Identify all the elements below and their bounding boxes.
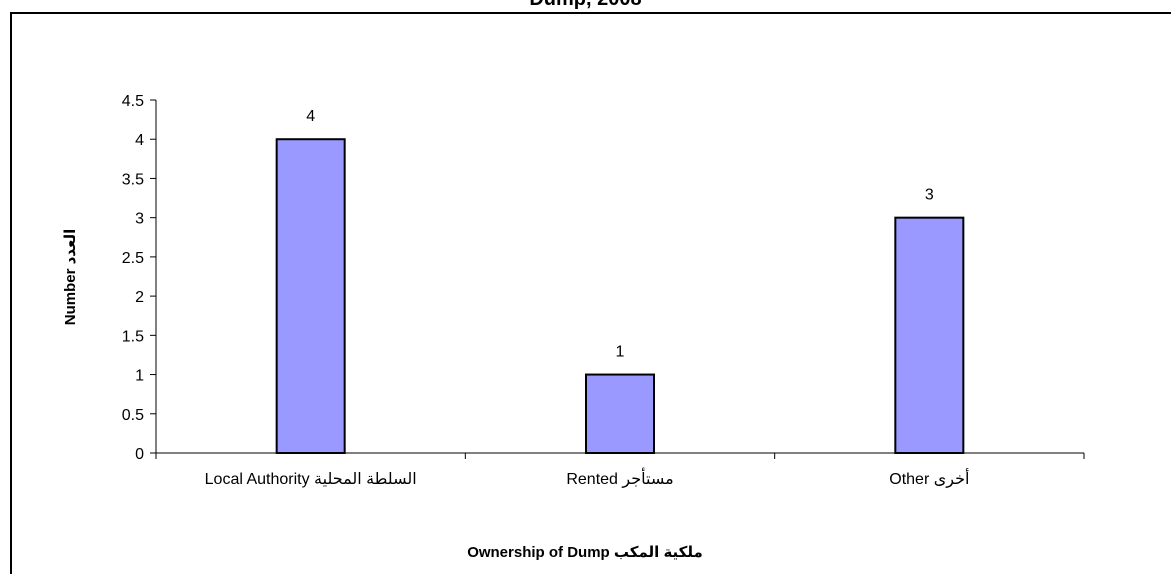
- chart-title: Dump, 2008: [0, 0, 1171, 11]
- y-tick-label: 0: [135, 446, 144, 463]
- bar: [894, 216, 965, 454]
- y-tick-label: 1.5: [122, 328, 144, 345]
- y-axis-title: Number العدد: [62, 229, 79, 325]
- y-tick-label: 2.5: [122, 250, 144, 267]
- x-category-label: Other أخرى: [889, 468, 969, 489]
- x-axis-title: Ownership of Dump ملكية المكب: [467, 544, 703, 561]
- bar-series: [275, 138, 965, 454]
- bar: [585, 373, 655, 454]
- chart-frame: [10, 12, 1171, 574]
- chart-labels: 0 0.5 1 1.5 2 2.5 3 3.5 4 4.5 4 Local Authority الس…: [122, 93, 970, 489]
- bar-value-label: 4: [306, 108, 315, 125]
- y-tick-label: 4: [135, 132, 144, 149]
- bar-value-label: 1: [616, 344, 625, 361]
- bar: [275, 138, 346, 454]
- y-tick-label: 3.5: [122, 171, 144, 188]
- y-tick-label: 1: [135, 368, 144, 385]
- y-tick-label: 2: [135, 289, 144, 306]
- y-tick-label: 4.5: [122, 93, 144, 110]
- bar-value-label: 3: [925, 187, 934, 204]
- x-category-label: Local Authority السلطة المحلية: [205, 471, 417, 488]
- y-tick-label: 0.5: [122, 407, 144, 424]
- y-tick-label: 3: [135, 211, 144, 228]
- x-category-label: Rented مستأجر: [566, 467, 673, 489]
